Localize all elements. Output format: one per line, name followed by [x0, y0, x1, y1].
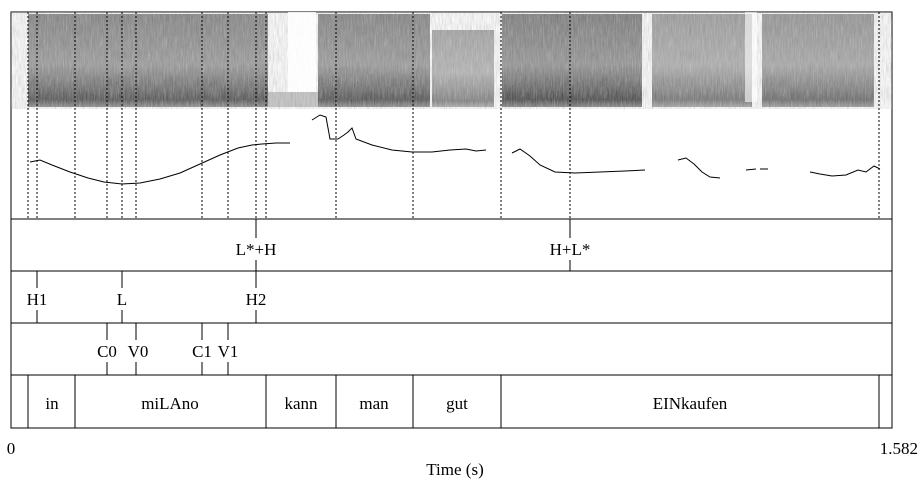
- pitch-contour-segment-5: [745, 168, 757, 171]
- word-label-milano: miLAno: [141, 394, 199, 413]
- tier-tonal-targets: H1 L H2: [10, 270, 893, 324]
- pitch-contour-segment-2: [311, 114, 487, 153]
- word-label-in: in: [45, 394, 59, 413]
- tone-label-lstar-h: L*+H: [236, 240, 277, 259]
- tier-segments: C0 V0 C1 V1: [10, 322, 893, 376]
- tier-tonal-events: L*+H H+L*: [10, 218, 893, 272]
- axis-title: Time (s): [426, 460, 483, 479]
- tone-label-h-lstar: H+L*: [550, 240, 591, 259]
- pitch-contour-segment-4: [677, 157, 721, 179]
- target-label-l: L: [117, 290, 127, 309]
- tier-words: in miLAno kann man gut EINkaufen: [10, 374, 893, 429]
- word-label-einkaufen: EINkaufen: [653, 394, 728, 413]
- segment-label-c1: C1: [192, 342, 212, 361]
- word-label-gut: gut: [446, 394, 468, 413]
- word-label-man: man: [359, 394, 389, 413]
- axis-min-label: 0: [7, 439, 16, 458]
- spectrogram-boundary-lines: [27, 12, 880, 219]
- pitch-contour-segment-3: [511, 148, 646, 174]
- pitch-contour-segment-7: [809, 165, 881, 177]
- axis-max-label: 1.582: [880, 439, 918, 458]
- target-label-h1: H1: [27, 290, 48, 309]
- spectrogram-image: [11, 12, 892, 109]
- pitch-contour-segment-1: [29, 142, 290, 185]
- segment-label-c0: C0: [97, 342, 117, 361]
- spectrogram-panel: [10, 11, 893, 220]
- segment-label-v0: V0: [128, 342, 149, 361]
- target-label-h2: H2: [246, 290, 267, 309]
- word-label-kann: kann: [284, 394, 318, 413]
- segment-label-v1: V1: [218, 342, 239, 361]
- time-axis: 0 1.582 Time (s): [7, 439, 918, 479]
